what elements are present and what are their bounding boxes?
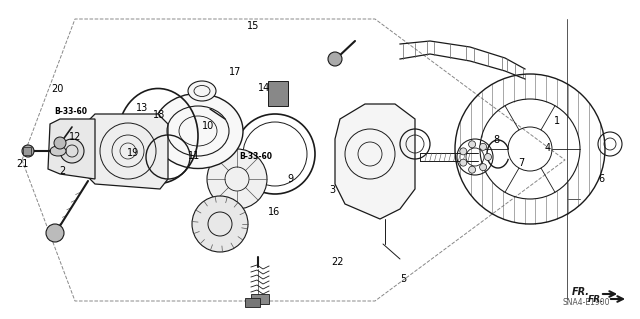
Circle shape (468, 166, 476, 173)
Text: 14: 14 (257, 83, 270, 93)
Circle shape (54, 137, 66, 149)
Text: FR.: FR. (588, 294, 604, 303)
Circle shape (192, 196, 248, 252)
Polygon shape (48, 119, 95, 179)
Text: 6: 6 (598, 174, 605, 184)
Text: 2: 2 (60, 166, 66, 176)
Text: 17: 17 (229, 67, 242, 77)
Ellipse shape (188, 81, 216, 101)
Text: 7: 7 (518, 158, 525, 168)
Circle shape (60, 139, 84, 163)
Text: 9: 9 (287, 174, 294, 184)
Ellipse shape (50, 146, 66, 156)
Circle shape (207, 149, 267, 209)
Text: 11: 11 (188, 151, 200, 161)
Polygon shape (85, 114, 168, 189)
Text: 16: 16 (268, 207, 280, 217)
Text: 19: 19 (127, 148, 140, 158)
Bar (245, 298, 260, 307)
Text: 3: 3 (330, 185, 336, 195)
Bar (268, 81, 288, 106)
Text: 10: 10 (202, 121, 214, 131)
Circle shape (328, 52, 342, 66)
Text: 13: 13 (136, 103, 148, 114)
Text: B-33-60: B-33-60 (54, 107, 87, 116)
Text: FR.: FR. (572, 287, 590, 297)
Text: 20: 20 (51, 84, 64, 94)
Circle shape (468, 141, 476, 148)
Circle shape (479, 143, 486, 150)
Text: 18: 18 (152, 110, 165, 120)
Text: B-33-60: B-33-60 (239, 152, 273, 161)
Circle shape (484, 153, 492, 160)
Text: 1: 1 (554, 116, 560, 126)
Bar (251, 294, 269, 304)
Circle shape (479, 164, 486, 171)
Text: 12: 12 (69, 132, 82, 142)
Circle shape (22, 145, 34, 157)
Circle shape (460, 148, 467, 155)
Text: 5: 5 (400, 274, 406, 284)
Text: 22: 22 (331, 256, 344, 267)
Ellipse shape (153, 93, 243, 168)
Text: SNA4-E1900: SNA4-E1900 (563, 298, 610, 307)
Circle shape (46, 224, 64, 242)
Circle shape (460, 159, 467, 166)
Text: 8: 8 (493, 135, 500, 145)
Text: 4: 4 (544, 143, 550, 153)
Polygon shape (335, 104, 415, 219)
Text: 15: 15 (246, 20, 259, 31)
Text: 21: 21 (16, 159, 29, 169)
Bar (23, 147, 31, 155)
